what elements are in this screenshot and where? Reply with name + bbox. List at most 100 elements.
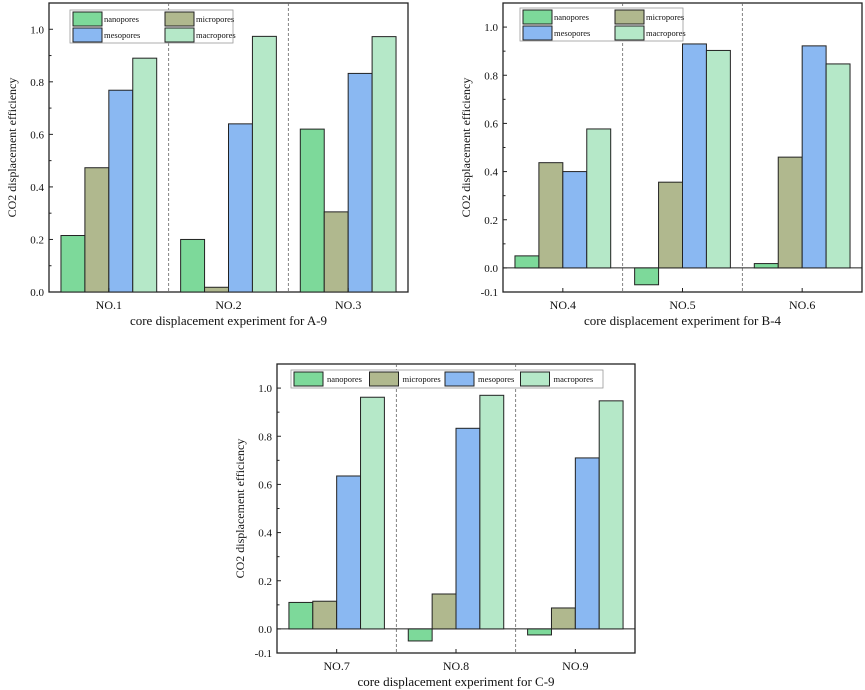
y-tick-label: -0.1 bbox=[255, 648, 272, 660]
x-tick-label: NO.8 bbox=[443, 659, 469, 673]
bar-micropores-NO.7 bbox=[312, 600, 338, 630]
y-tick-label: 0.0 bbox=[30, 287, 44, 299]
y-tick-label: 0.2 bbox=[30, 234, 44, 246]
bar-nanopores-NO.7 bbox=[288, 601, 314, 630]
bar-mesopores-NO.1 bbox=[108, 89, 134, 293]
legend-label-micropores: micropores bbox=[403, 374, 441, 384]
legend-swatch-mesopores bbox=[72, 27, 103, 43]
legend-label-micropores: micropores bbox=[646, 12, 684, 22]
legend-swatch-nanopores bbox=[72, 11, 103, 27]
x-axis-label: core displacement experiment for B-4 bbox=[584, 313, 782, 328]
bar-nanopores-NO.4 bbox=[514, 255, 540, 269]
y-tick-label: 0.2 bbox=[484, 215, 498, 227]
legend-label-mesopores: mesopores bbox=[104, 30, 140, 40]
bar-macropores-NO.5 bbox=[705, 49, 731, 269]
bar-micropores-NO.3 bbox=[323, 211, 349, 293]
y-tick-label: 0.0 bbox=[258, 624, 272, 636]
bar-mesopores-NO.4 bbox=[562, 171, 588, 269]
y-tick-label: 0.4 bbox=[484, 167, 498, 179]
y-tick-label: 0.6 bbox=[30, 129, 44, 141]
y-axis-label: CO2 displacement efficiency bbox=[5, 78, 19, 218]
y-axis-label: CO2 displacement efficiency bbox=[459, 78, 473, 218]
bar-mesopores-NO.6 bbox=[801, 45, 827, 269]
legend-swatch-mesopores bbox=[522, 25, 553, 41]
legend-label-micropores: micropores bbox=[196, 14, 234, 24]
chart-2: -0.1 0.0 0.2 0.4 0.6 0.8 1.0 NO.4 NO.5 NO.6 core d… bbox=[459, 2, 863, 328]
legend-swatch-mesopores bbox=[444, 371, 475, 387]
y-tick-label: 0.2 bbox=[258, 576, 272, 588]
bar-macropores-NO.7 bbox=[360, 396, 385, 630]
bar-mesopores-NO.7 bbox=[336, 475, 362, 630]
y-tick-label: 1.0 bbox=[484, 22, 498, 34]
bar-mesopores-NO.2 bbox=[228, 123, 253, 293]
y-tick-label: 0.0 bbox=[484, 263, 498, 275]
legend-swatch-macropores bbox=[614, 25, 645, 41]
y-tick-label: 0.6 bbox=[258, 479, 272, 491]
x-tick-label: NO.6 bbox=[789, 298, 815, 312]
legend-label-macropores: macropores bbox=[554, 374, 594, 384]
bar-macropores-NO.8 bbox=[479, 394, 505, 630]
legend-swatch-micropores bbox=[614, 9, 645, 25]
bar-macropores-NO.9 bbox=[598, 400, 624, 630]
bar-macropores-NO.3 bbox=[371, 36, 397, 293]
bar-mesopores-NO.9 bbox=[574, 457, 600, 630]
legend: nanopores micropores mesopores macropores bbox=[519, 7, 686, 42]
bar-micropores-NO.1 bbox=[84, 167, 110, 293]
legend-label-mesopores: mesopores bbox=[478, 374, 514, 384]
x-tick-label: NO.7 bbox=[323, 659, 349, 673]
y-tick-label: 0.8 bbox=[30, 77, 44, 89]
x-axis-label: core displacement experiment for C-9 bbox=[357, 674, 554, 689]
bar-nanopores-NO.5 bbox=[634, 267, 660, 286]
bar-mesopores-NO.5 bbox=[682, 43, 707, 269]
x-tick-label: NO.4 bbox=[550, 298, 576, 312]
legend-label-mesopores: mesopores bbox=[554, 28, 590, 38]
bar-micropores-NO.5 bbox=[658, 181, 683, 269]
legend: nanopores micropores mesopores macropores bbox=[290, 369, 604, 389]
bar-nanopores-NO.2 bbox=[180, 238, 206, 293]
bar-micropores-NO.2 bbox=[204, 286, 229, 293]
bar-nanopores-NO.6 bbox=[753, 263, 779, 269]
legend-swatch-macropores bbox=[520, 371, 550, 387]
bar-micropores-NO.8 bbox=[431, 593, 457, 630]
bar-mesopores-NO.3 bbox=[347, 72, 373, 293]
y-tick-label: 0.4 bbox=[30, 182, 44, 194]
legend: nanopores micropores mesopores macropores bbox=[69, 9, 236, 44]
x-tick-label: NO.5 bbox=[669, 298, 695, 312]
bar-macropores-NO.6 bbox=[825, 63, 851, 269]
bar-nanopores-NO.9 bbox=[527, 628, 552, 636]
y-axis-label: CO2 displacement efficiency bbox=[233, 439, 247, 579]
x-tick-label: NO.2 bbox=[215, 298, 241, 312]
y-tick-label: 0.4 bbox=[258, 528, 272, 540]
chart-3: -0.1 0.0 0.2 0.4 0.6 0.8 1.0 NO.7 NO.8 NO.9 core d… bbox=[233, 363, 636, 689]
bar-macropores-NO.1 bbox=[132, 57, 158, 293]
legend-label-nanopores: nanopores bbox=[554, 12, 589, 22]
legend-label-nanopores: nanopores bbox=[327, 374, 362, 384]
bar-macropores-NO.2 bbox=[251, 35, 277, 293]
chart-1: 0.0 0.2 0.4 0.6 0.8 1.0 NO.1 NO.2 NO.3 core displ… bbox=[5, 2, 409, 328]
y-tick-label: 0.8 bbox=[484, 70, 498, 82]
legend-label-macropores: macropores bbox=[196, 30, 236, 40]
bar-nanopores-NO.1 bbox=[60, 235, 86, 293]
bar-nanopores-NO.8 bbox=[407, 628, 433, 642]
x-axis-label: core displacement experiment for A-9 bbox=[130, 313, 327, 328]
x-tick-label: NO.9 bbox=[562, 659, 588, 673]
legend-swatch-micropores bbox=[164, 11, 195, 27]
y-tick-label: 1.0 bbox=[30, 24, 44, 36]
legend-label-nanopores: nanopores bbox=[104, 14, 139, 24]
bar-micropores-NO.4 bbox=[538, 162, 564, 269]
legend-swatch-macropores bbox=[164, 27, 195, 43]
y-tick-label: 0.6 bbox=[484, 118, 498, 130]
y-tick-label: 0.8 bbox=[258, 431, 272, 443]
bar-micropores-NO.6 bbox=[777, 156, 803, 269]
legend-swatch-nanopores bbox=[522, 9, 553, 25]
legend-swatch-micropores bbox=[369, 371, 399, 387]
legend-swatch-nanopores bbox=[293, 371, 324, 387]
x-tick-label: NO.1 bbox=[96, 298, 122, 312]
x-tick-label: NO.3 bbox=[335, 298, 361, 312]
y-tick-label: 1.0 bbox=[258, 383, 272, 395]
bar-macropores-NO.4 bbox=[586, 128, 612, 269]
bar-nanopores-NO.3 bbox=[299, 128, 325, 293]
y-tick-label: -0.1 bbox=[481, 287, 498, 299]
